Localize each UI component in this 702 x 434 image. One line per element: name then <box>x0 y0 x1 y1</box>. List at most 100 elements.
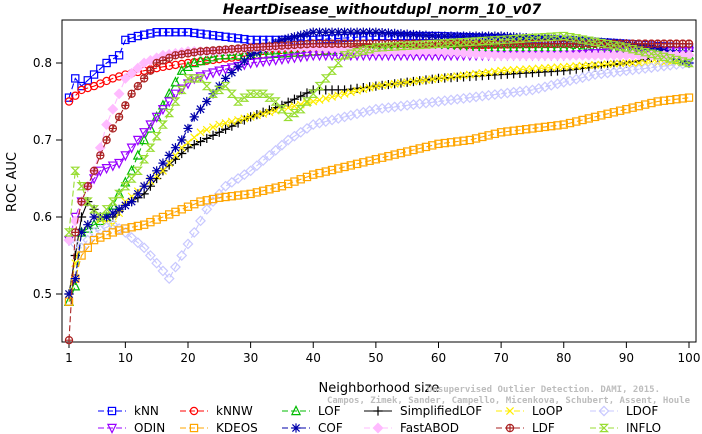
legend-item-ldf: LDF <box>496 421 555 434</box>
data-point-fastabod <box>96 143 105 152</box>
data-point-ldof <box>227 178 236 187</box>
legend-item-knnw: kNNW <box>180 404 253 418</box>
series-line-fastabod <box>69 48 689 241</box>
data-point-ldf <box>116 113 123 120</box>
data-point-cof <box>127 197 136 206</box>
data-point-cof <box>183 124 192 133</box>
data-point-cof <box>133 189 142 198</box>
legend-label-inflo: INFLO <box>626 421 661 434</box>
legend-item-fastabod: FastABOD <box>364 421 459 434</box>
data-point-ldf <box>65 337 72 344</box>
data-point-ldf <box>103 136 110 143</box>
data-point-ldof <box>190 228 199 237</box>
data-point-ldf <box>141 75 148 82</box>
legend-swatch-marker <box>373 423 382 432</box>
data-point-loop <box>203 126 210 133</box>
x-tick-label: 90 <box>619 351 634 365</box>
data-point-inflo <box>328 67 335 74</box>
data-point-lof <box>134 151 142 159</box>
data-point-ldf <box>84 183 91 190</box>
x-axis-title: Neighborhood size <box>319 381 440 396</box>
legend-item-inflo: INFLO <box>590 421 661 434</box>
legend-swatch-marker <box>373 406 382 415</box>
legend-item-lof: LOF <box>282 404 341 418</box>
data-point-inflo <box>322 75 329 82</box>
legend-swatch-marker <box>291 423 300 432</box>
data-point-loop <box>191 134 198 141</box>
y-axis: 0.50.60.70.8 <box>33 56 62 301</box>
y-tick-label: 0.6 <box>33 210 52 224</box>
data-point-loop <box>322 95 329 102</box>
data-point-fastabod <box>108 105 117 114</box>
legend-label-loop: LoOP <box>532 404 563 418</box>
legend-label-kdeos: KDEOS <box>216 421 258 434</box>
series-line-loop <box>69 63 689 294</box>
data-point-inflo <box>228 90 235 97</box>
legend-label-lof: LOF <box>318 404 341 418</box>
chart-title: HeartDisease_withoutdupl_norm_10_v07 <box>223 2 542 18</box>
data-point-inflo <box>128 175 135 182</box>
data-point-inflo <box>159 121 166 128</box>
data-point-ldf <box>97 152 104 159</box>
x-axis: 1 10 20 30 40 50 60 70 80 90 100 <box>65 342 700 365</box>
x-tick-label: 70 <box>493 351 508 365</box>
data-point-ldf <box>147 67 154 74</box>
data-point-cof <box>202 97 211 106</box>
data-point-ldf <box>109 125 116 132</box>
legend-label-odin: ODIN <box>134 421 165 434</box>
x-tick-label: 40 <box>306 351 321 365</box>
data-point-inflo <box>203 83 210 90</box>
legend-item-loop: LoOP <box>496 404 563 418</box>
series-layer <box>64 28 693 344</box>
x-tick-label: 1 <box>65 351 73 365</box>
legend-item-simplifiedlof: SimplifiedLOF <box>364 404 482 418</box>
y-axis-title: ROC AUC <box>5 152 20 212</box>
data-point-cof <box>171 143 180 152</box>
data-point-ldf <box>90 167 97 174</box>
data-point-ldf <box>134 83 141 90</box>
data-point-fastabod <box>115 89 124 98</box>
data-point-inflo <box>147 144 154 151</box>
legend-label-knnw: kNNW <box>216 404 253 418</box>
legend-item-ldof: LDOF <box>590 404 658 418</box>
legend-item-odin: ODIN <box>98 421 165 434</box>
data-point-cof <box>290 32 299 41</box>
data-point-loop <box>310 98 317 105</box>
data-point-ldf <box>685 40 692 47</box>
legend-item-kdeos: KDEOS <box>180 421 258 434</box>
legend-label-cof: COF <box>318 421 343 434</box>
data-point-loop <box>197 129 204 136</box>
data-point-ldf <box>122 102 129 109</box>
data-point-loop <box>216 121 223 128</box>
data-point-inflo <box>166 109 173 116</box>
y-tick-label: 0.8 <box>33 56 52 70</box>
series-kdeos <box>65 94 692 305</box>
data-point-cof <box>146 174 155 183</box>
watermark-line-1: Unsupervised Outlier Detection. DAMI, 20… <box>427 384 660 395</box>
data-point-ldf <box>78 198 85 205</box>
data-point-loop <box>209 124 216 131</box>
data-point-cof <box>296 31 305 40</box>
data-point-cof <box>190 112 199 121</box>
legend-label-fastabod: FastABOD <box>400 421 459 434</box>
data-point-cof <box>165 151 174 160</box>
y-tick-label: 0.7 <box>33 133 52 147</box>
data-point-inflo <box>153 133 160 140</box>
data-point-ldf <box>128 90 135 97</box>
legend-swatch-marker <box>506 424 513 431</box>
series-line-odin <box>69 52 689 241</box>
x-tick-label: 30 <box>243 351 258 365</box>
legend-label-ldf: LDF <box>532 421 555 434</box>
data-point-cof <box>158 159 167 168</box>
data-point-fastabod <box>71 216 80 225</box>
x-tick-label: 20 <box>180 351 195 365</box>
data-point-cof <box>302 29 311 38</box>
chart: HeartDisease_withoutdupl_norm_10_v07 0.5… <box>0 0 702 434</box>
x-tick-label: 10 <box>118 351 133 365</box>
data-point-inflo <box>134 167 141 174</box>
data-point-cof <box>177 135 186 144</box>
data-point-cof <box>152 166 161 175</box>
x-tick-label: 100 <box>678 351 701 365</box>
legend-label-simplifiedlof: SimplifiedLOF <box>400 404 482 418</box>
legend-label-ldof: LDOF <box>626 404 658 418</box>
